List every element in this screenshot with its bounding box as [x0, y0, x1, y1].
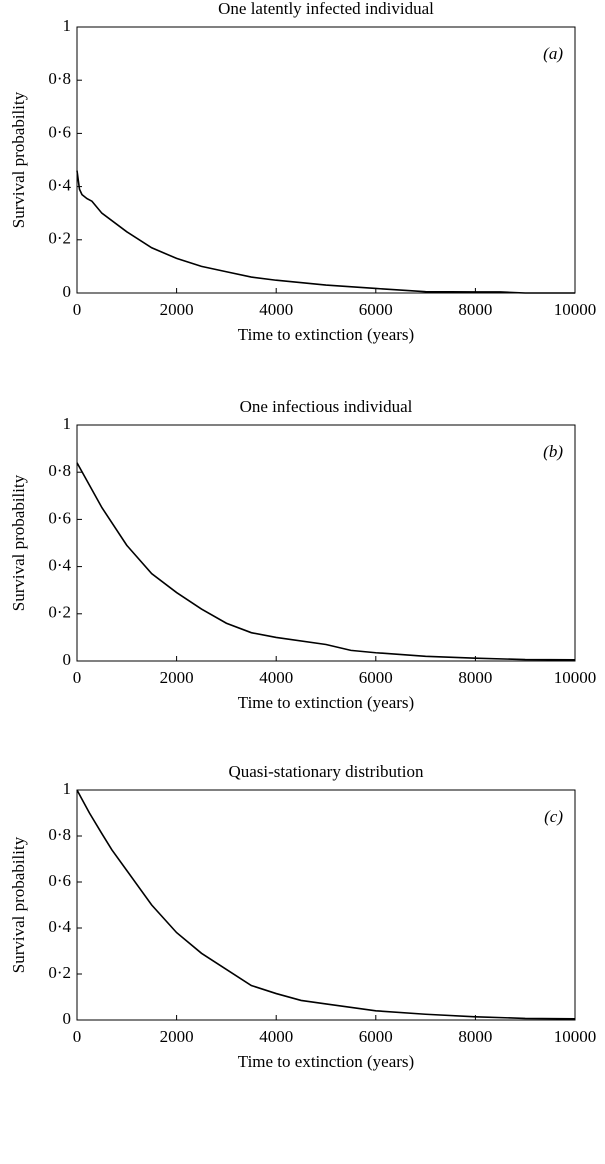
- y-tick-label: 0·2: [48, 963, 71, 982]
- y-axis-label: Survival probability: [9, 474, 28, 611]
- y-tick-label: 1: [63, 414, 72, 433]
- x-tick-label: 8000: [458, 668, 492, 687]
- y-tick-label: 0·6: [48, 508, 71, 527]
- y-tick-label: 0·8: [48, 461, 71, 480]
- x-tick-label: 4000: [259, 300, 293, 319]
- chart-title: One infectious individual: [240, 397, 413, 416]
- x-tick-label: 0: [73, 668, 82, 687]
- x-tick-label: 4000: [259, 668, 293, 687]
- y-tick-label: 0·8: [48, 825, 71, 844]
- line: [76, 462, 576, 661]
- y-axis-label: Survival probability: [9, 91, 28, 228]
- y-tick-label: 0·8: [48, 69, 71, 88]
- chart-title: One latently infected individual: [218, 0, 434, 18]
- x-axis-label: Time to extinction (years): [238, 693, 414, 712]
- plot-frame: [76, 789, 576, 1021]
- y-tick-label: 0·4: [48, 556, 71, 575]
- panel-label: (b): [543, 442, 563, 461]
- y-tick-label: 0·6: [48, 871, 71, 890]
- x-tick-label: 2000: [160, 668, 194, 687]
- y-tick-label: 0: [63, 650, 72, 669]
- y-tick-label: 1: [63, 779, 72, 798]
- line: [76, 789, 576, 1020]
- x-tick-label: 4000: [259, 1027, 293, 1046]
- plot-frame: [76, 424, 576, 662]
- x-axis-label: Time to extinction (years): [238, 325, 414, 344]
- plot-frame: [76, 26, 576, 294]
- y-tick-label: 0: [63, 1009, 72, 1028]
- x-tick-label: 10000: [554, 300, 597, 319]
- chart-title: Quasi-stationary distribution: [228, 762, 424, 781]
- x-tick-label: 10000: [554, 1027, 597, 1046]
- y-tick-label: 0·4: [48, 176, 71, 195]
- panel-label: (a): [543, 44, 563, 63]
- x-axis-label: Time to extinction (years): [238, 1052, 414, 1071]
- panel-label: (c): [544, 807, 563, 826]
- x-tick-label: 10000: [554, 668, 597, 687]
- x-tick-label: 0: [73, 1027, 82, 1046]
- x-tick-label: 6000: [359, 1027, 393, 1046]
- x-tick-label: 2000: [160, 300, 194, 319]
- line: [76, 170, 575, 294]
- x-tick-label: 6000: [359, 300, 393, 319]
- y-tick-label: 0: [63, 282, 72, 301]
- x-tick-label: 6000: [359, 668, 393, 687]
- y-axis-label: Survival probability: [9, 836, 28, 973]
- x-tick-label: 8000: [458, 300, 492, 319]
- x-tick-label: 2000: [160, 1027, 194, 1046]
- x-tick-label: 0: [73, 300, 82, 319]
- y-tick-label: 1: [63, 16, 72, 35]
- y-tick-label: 0·4: [48, 917, 71, 936]
- x-tick-label: 8000: [458, 1027, 492, 1046]
- y-tick-label: 0·2: [48, 603, 71, 622]
- y-tick-label: 0·2: [48, 229, 71, 248]
- y-tick-label: 0·6: [48, 122, 71, 141]
